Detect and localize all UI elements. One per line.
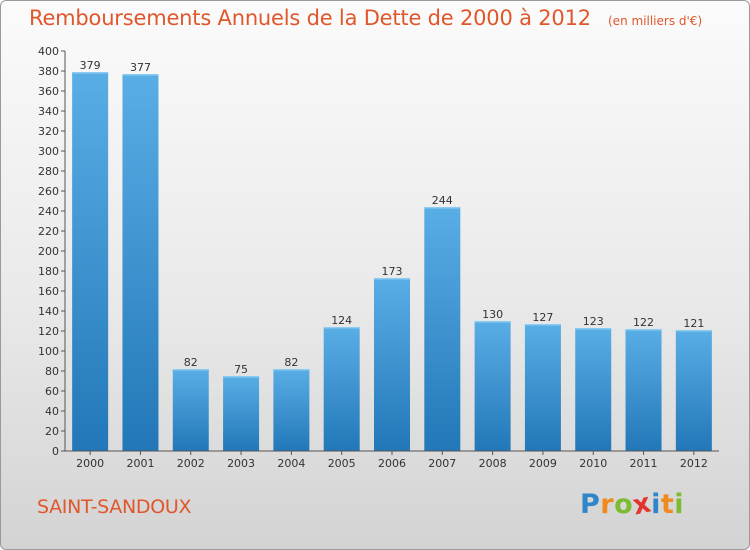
- bar: [575, 328, 612, 451]
- x-tick-label: 2012: [680, 457, 708, 470]
- bar-top-highlight: [524, 324, 561, 326]
- y-tick-label: 380: [38, 65, 59, 78]
- proxiti-logo: Proxiti: [580, 487, 685, 521]
- logo-letter: i: [674, 489, 685, 520]
- x-tick-label: 2011: [630, 457, 658, 470]
- y-tick-label: 20: [45, 425, 59, 438]
- y-tick-label: 40: [45, 405, 59, 418]
- bar-top-highlight: [625, 329, 662, 331]
- bar-top-highlight: [122, 74, 159, 76]
- bar-top-highlight: [172, 369, 209, 371]
- bar-top-highlight: [323, 327, 360, 329]
- bar: [625, 329, 662, 451]
- bar-top-highlight: [223, 376, 260, 378]
- y-tick-label: 120: [38, 325, 59, 338]
- data-label: 124: [331, 314, 352, 327]
- data-label: 377: [130, 61, 151, 74]
- y-tick-label: 200: [38, 245, 59, 258]
- y-tick-label: 240: [38, 205, 59, 218]
- data-label: 121: [683, 317, 704, 330]
- bar-top-highlight: [424, 207, 461, 209]
- commune-name: SAINT-SANDOUX: [37, 496, 192, 518]
- logo-letter: t: [660, 489, 675, 520]
- bar: [675, 330, 712, 451]
- bar-top-highlight: [374, 278, 410, 280]
- y-tick-label: 80: [45, 365, 59, 378]
- chart-title: Remboursements Annuels de la Dette de 20…: [29, 6, 591, 30]
- data-label: 379: [80, 59, 101, 72]
- y-tick-label: 260: [38, 185, 59, 198]
- bar: [323, 327, 360, 451]
- bar: [374, 278, 410, 451]
- data-label: 122: [633, 316, 654, 329]
- y-tick-label: 340: [38, 105, 59, 118]
- bar: [273, 369, 310, 451]
- logo-letter: o: [614, 489, 634, 520]
- bar: [223, 376, 260, 451]
- y-tick-label: 180: [38, 265, 59, 278]
- y-tick-label: 320: [38, 125, 59, 138]
- chart-unit: (en milliers d'€): [608, 14, 703, 28]
- x-tick-label: 2005: [328, 457, 356, 470]
- data-label: 127: [532, 311, 553, 324]
- x-tick-label: 2009: [529, 457, 557, 470]
- data-label: 75: [234, 363, 248, 376]
- data-label: 173: [382, 265, 403, 278]
- y-tick-label: 220: [38, 225, 59, 238]
- data-label: 82: [184, 356, 198, 369]
- y-tick-label: 280: [38, 165, 59, 178]
- y-axis: 0 20 40 60 80 100 120 140 160 180 200 220 240 260 280 3…: [38, 45, 66, 458]
- logo-letter: P: [580, 489, 601, 520]
- y-tick-label: 300: [38, 145, 59, 158]
- bar: [424, 207, 461, 451]
- bar-top-highlight: [474, 321, 511, 323]
- y-tick-label: 0: [52, 445, 59, 458]
- x-axis: 2000 2001 2002 2003 2004 2005 2006 2007 2008 2009…: [65, 450, 719, 470]
- data-labels-group: 379 377 82 75 82 124 173 244 130 127 123 122 121: [80, 59, 705, 376]
- logo-letter: i: [651, 489, 661, 520]
- x-tick-label: 2006: [378, 457, 406, 470]
- bar-top-highlight: [575, 328, 612, 330]
- x-tick-label: 2000: [76, 457, 104, 470]
- bar: [524, 324, 561, 451]
- x-tick-label: 2007: [428, 457, 456, 470]
- y-tick-label: 160: [38, 285, 59, 298]
- x-tick-label: 2001: [126, 457, 154, 470]
- x-tick-label: 2002: [177, 457, 205, 470]
- x-tick-label: 2004: [277, 457, 305, 470]
- bar: [72, 72, 109, 451]
- y-tick-label: 400: [38, 45, 59, 58]
- x-tick-label: 2010: [579, 457, 607, 470]
- bar: [172, 369, 209, 451]
- data-label: 82: [284, 356, 298, 369]
- x-tick-label: 2008: [479, 457, 507, 470]
- y-tick-label: 60: [45, 385, 59, 398]
- chart-title-row: Remboursements Annuels de la Dette de 20…: [29, 6, 702, 30]
- data-label: 244: [432, 194, 453, 207]
- logo-letter: r: [600, 489, 615, 520]
- data-label: 130: [482, 308, 503, 321]
- bar: [122, 74, 159, 451]
- bar-top-highlight: [675, 330, 712, 332]
- y-tick-label: 360: [38, 85, 59, 98]
- y-tick-label: 100: [38, 345, 59, 358]
- bars-group: [72, 72, 712, 451]
- bar-top-highlight: [72, 72, 109, 74]
- data-label: 123: [583, 315, 604, 328]
- x-tick-label: 2003: [227, 457, 255, 470]
- y-tick-label: 140: [38, 305, 59, 318]
- bar-top-highlight: [273, 369, 310, 371]
- bar: [474, 321, 511, 451]
